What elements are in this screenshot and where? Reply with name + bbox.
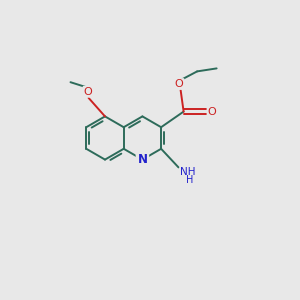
Text: O: O <box>175 79 184 89</box>
Text: O: O <box>83 87 92 97</box>
Text: O: O <box>208 106 217 117</box>
Text: H: H <box>186 175 194 185</box>
Text: NH: NH <box>180 167 196 177</box>
Text: N: N <box>137 153 147 166</box>
